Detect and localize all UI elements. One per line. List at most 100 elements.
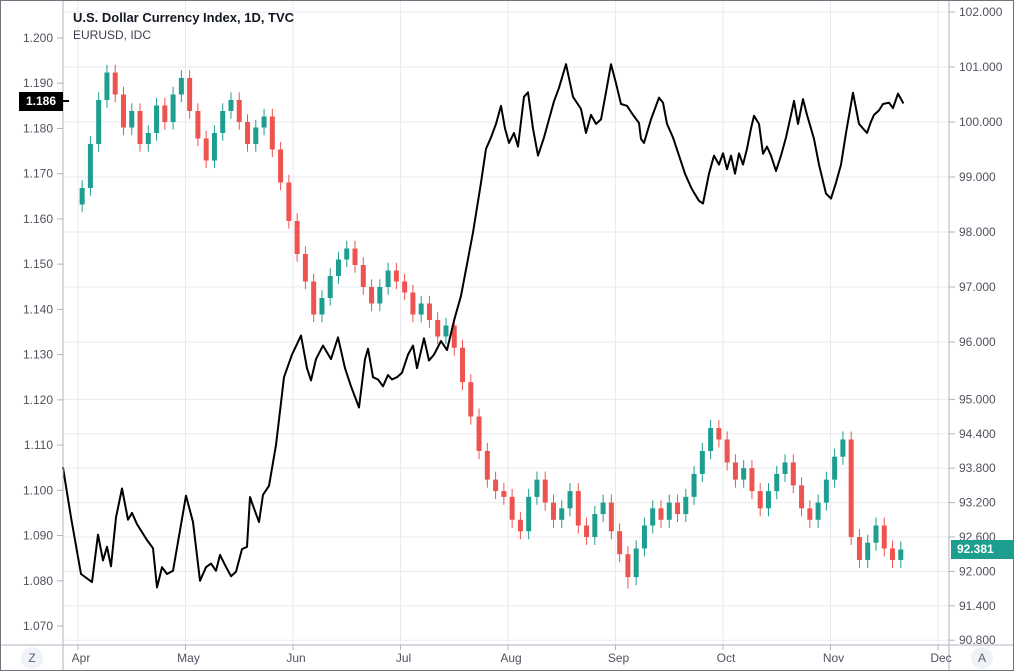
candle-body <box>253 127 259 144</box>
candle-body <box>195 111 201 139</box>
candle-body <box>178 78 184 95</box>
time-axis-labels: Apr May Jun Jul Aug Sep Oct Nov Dec <box>72 645 952 665</box>
left-axis-tick-label: 1.100 <box>23 483 53 497</box>
candle-body <box>137 111 143 144</box>
candle-body <box>360 265 366 287</box>
candle-body <box>699 450 705 474</box>
candle-body <box>228 100 234 111</box>
candle-body <box>584 525 590 537</box>
candle-body <box>716 428 722 440</box>
candle-body <box>592 514 598 537</box>
time-axis-month-label: Apr <box>72 651 91 665</box>
right-price-axis-labels: 102.000 101.000 100.000 99.000 98.000 97.000 9… <box>949 5 1003 647</box>
candle-body <box>418 303 424 315</box>
candle-body <box>286 182 292 221</box>
left-axis-tick-label: 1.170 <box>23 167 53 181</box>
candle-body <box>542 479 548 503</box>
timezone-button[interactable]: Z <box>21 647 43 669</box>
right-axis-tick-label: 92.000 <box>959 564 996 578</box>
candle-body <box>476 416 482 451</box>
candle-body <box>170 94 176 122</box>
candle-body <box>129 111 135 128</box>
time-axis-month-label: Oct <box>717 651 736 665</box>
candle-body <box>865 542 871 560</box>
candle-body <box>493 479 499 492</box>
candle-body <box>79 188 85 205</box>
right-axis-tick-label: 93.800 <box>959 461 996 475</box>
right-axis-tick-label: 94.400 <box>959 427 996 441</box>
candle-body <box>691 473 697 497</box>
eurusd-last-price-label: 1.186 <box>19 92 69 111</box>
candle-body <box>410 292 416 315</box>
candle-body <box>799 485 805 509</box>
candle-body <box>112 72 118 95</box>
candle-body <box>832 456 838 480</box>
candle-body <box>145 133 151 144</box>
time-axis-month-label: May <box>177 651 200 665</box>
candle-body <box>658 508 664 520</box>
candle-body <box>790 462 796 486</box>
right-axis-tick-label: 97.000 <box>959 280 996 294</box>
candle-body <box>650 508 656 526</box>
right-axis-tick-label: 93.200 <box>959 496 996 510</box>
candle-body <box>162 105 168 122</box>
candle-body <box>327 276 333 298</box>
candle-body <box>352 248 358 265</box>
candle-body <box>559 508 565 520</box>
candle-body <box>245 122 251 144</box>
candle-body <box>377 287 383 304</box>
left-price-axis-labels: 1.200 1.190 1.180 1.170 1.160 1.150 1.140 1.130… <box>23 31 63 633</box>
time-axis-month-label: Jun <box>286 651 305 665</box>
left-axis-tick-label: 1.080 <box>23 574 53 588</box>
candle-body <box>87 144 93 188</box>
time-axis[interactable] <box>63 645 949 671</box>
candle-body <box>732 462 738 480</box>
candle-body <box>881 525 887 549</box>
candle-body <box>567 491 573 509</box>
candle-body <box>211 133 217 161</box>
candle-body <box>203 138 209 161</box>
left-axis-tick-label: 1.090 <box>23 529 53 543</box>
chart-pane[interactable] <box>63 1 949 645</box>
candle-body <box>550 502 556 520</box>
candle-body <box>757 491 763 509</box>
left-axis-tick-label: 1.150 <box>23 257 53 271</box>
right-axis-tick-label: 99.000 <box>959 170 996 184</box>
right-axis-tick-label: 91.400 <box>959 599 996 613</box>
left-axis-tick-label: 1.070 <box>23 619 53 633</box>
candle-body <box>468 382 474 417</box>
candle-body <box>724 439 730 463</box>
candle-body <box>815 502 821 520</box>
time-axis-month-label: Jul <box>396 651 411 665</box>
right-axis-tick-label: 100.000 <box>959 115 1003 129</box>
candle-body <box>187 78 193 111</box>
eurusd-line-series <box>62 63 904 589</box>
candle-body <box>154 105 160 133</box>
time-axis-month-label: Aug <box>500 651 521 665</box>
candle-body <box>517 519 523 532</box>
candle-body <box>96 100 102 144</box>
candle-body <box>269 116 275 150</box>
candle-body <box>319 298 325 315</box>
candle-body <box>782 462 788 474</box>
left-axis-tick-label: 1.160 <box>23 212 53 226</box>
candle-body <box>344 248 350 260</box>
auto-scale-button[interactable]: A <box>971 647 993 669</box>
right-axis-tick-label: 96.000 <box>959 335 996 349</box>
left-axis-tick-label: 1.140 <box>23 302 53 316</box>
candle-body <box>823 479 829 503</box>
candle-body <box>335 259 341 276</box>
candle-body <box>443 325 449 337</box>
right-axis-tick-label: 95.000 <box>959 392 996 406</box>
candle-body <box>278 149 284 183</box>
candle-body <box>294 221 300 254</box>
candle-body <box>104 72 110 100</box>
candle-body <box>261 116 267 128</box>
left-axis-tick-label: 1.200 <box>23 31 53 45</box>
candle-body <box>120 94 126 128</box>
candle-body <box>402 281 408 293</box>
right-axis-tick-label: 98.000 <box>959 225 996 239</box>
dxy-candlestick-series <box>79 64 904 589</box>
